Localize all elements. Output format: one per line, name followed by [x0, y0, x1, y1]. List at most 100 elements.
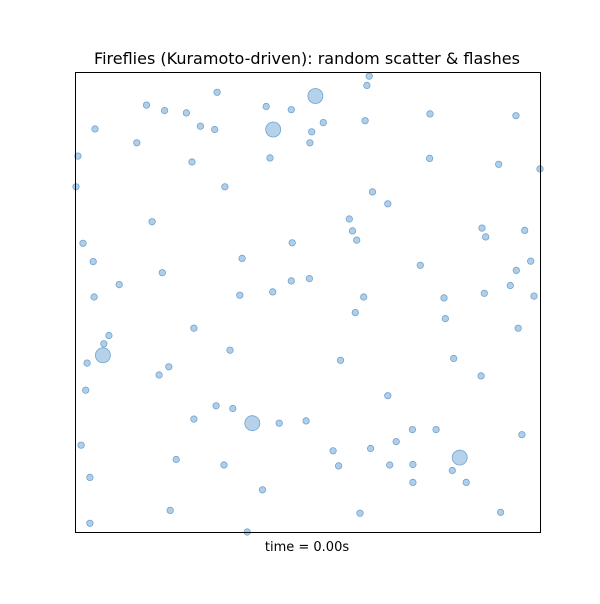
firefly-point: [258, 486, 267, 494]
firefly-point: [211, 125, 219, 134]
firefly-point: [432, 425, 440, 434]
firefly-point: [496, 508, 505, 516]
firefly-point: [161, 107, 169, 115]
firefly-point: [213, 88, 221, 96]
firefly-point: [288, 239, 296, 247]
firefly-point: [133, 139, 141, 147]
firefly-flash-point: [451, 449, 468, 466]
firefly-point: [426, 110, 434, 118]
firefly-point: [166, 506, 174, 514]
firefly-flash-point: [265, 121, 282, 138]
chart-title: Fireflies (Kuramoto-driven): random scat…: [94, 49, 520, 68]
firefly-point: [386, 461, 394, 469]
firefly-point: [450, 354, 458, 363]
firefly-point: [266, 154, 274, 162]
firefly-point: [221, 183, 229, 191]
firefly-point: [306, 139, 314, 147]
firefly-flash-point: [95, 347, 111, 364]
firefly-point: [506, 281, 514, 290]
firefly-point: [82, 386, 90, 394]
firefly-point: [155, 371, 163, 379]
firefly-point: [105, 331, 113, 340]
firefly-point: [188, 158, 196, 166]
firefly-point: [482, 233, 490, 241]
firefly-point: [527, 257, 535, 265]
firefly-point: [409, 478, 417, 486]
firefly-point: [83, 359, 91, 367]
x-axis-label: time = 0.00s: [265, 540, 349, 555]
firefly-point: [158, 269, 166, 277]
firefly-flash-point: [244, 415, 261, 432]
firefly-point: [226, 346, 234, 354]
firefly-point: [115, 280, 123, 289]
firefly-flash-point: [307, 88, 324, 104]
firefly-point: [363, 81, 371, 90]
firefly-point: [287, 106, 295, 114]
firefly-point: [142, 101, 151, 109]
firefly-point: [348, 227, 357, 235]
firefly-point: [302, 417, 310, 425]
firefly-point: [353, 236, 361, 244]
firefly-point: [91, 125, 99, 133]
firefly-point: [269, 288, 277, 296]
firefly-point: [441, 314, 449, 323]
firefly-point: [182, 109, 190, 117]
firefly-point: [521, 226, 529, 234]
firefly-point: [440, 294, 448, 302]
firefly-point: [308, 128, 316, 136]
firefly-point: [190, 415, 198, 423]
firefly-point: [148, 218, 156, 226]
firefly-point: [86, 519, 94, 527]
firefly-point: [530, 292, 538, 300]
firefly-point: [351, 308, 359, 317]
firefly-point: [408, 425, 416, 434]
firefly-point: [77, 441, 85, 449]
firefly-point: [196, 122, 204, 130]
firefly-point: [229, 404, 237, 413]
firefly-point: [319, 119, 327, 127]
firefly-point: [238, 254, 246, 262]
firefly-point: [262, 102, 270, 111]
firefly-point: [392, 437, 400, 446]
firefly-point: [220, 461, 228, 469]
firefly-point: [361, 117, 369, 125]
firefly-point: [356, 509, 364, 517]
firefly-point: [86, 473, 94, 481]
firefly-point: [514, 324, 522, 332]
firefly-point: [478, 224, 486, 232]
firefly-point: [329, 447, 337, 455]
firefly-point: [416, 261, 424, 269]
firefly-point: [495, 160, 503, 168]
firefly-point: [365, 72, 373, 80]
firefly-point: [480, 289, 488, 297]
firefly-point: [345, 215, 353, 223]
firefly-point: [334, 462, 343, 470]
firefly-point: [462, 478, 470, 486]
firefly-point: [384, 200, 392, 208]
firefly-point: [448, 466, 456, 475]
points-layer: [72, 72, 544, 536]
plot-frame: [75, 72, 541, 533]
firefly-point: [190, 324, 198, 332]
firefly-point: [79, 239, 87, 247]
firefly-point: [368, 188, 377, 196]
firefly-point: [360, 293, 368, 301]
firefly-point: [425, 154, 434, 162]
firefly-point: [305, 274, 313, 283]
firefly-point: [165, 363, 173, 371]
firefly-point: [236, 291, 244, 299]
firefly-point: [100, 340, 108, 348]
firefly-point: [477, 372, 485, 380]
firefly-point: [74, 152, 82, 160]
firefly-point: [287, 277, 295, 285]
firefly-point: [89, 257, 97, 266]
firefly-point: [409, 460, 417, 469]
firefly-point: [384, 392, 392, 400]
firefly-point: [90, 293, 98, 301]
firefly-point: [275, 419, 283, 427]
firefly-point: [336, 356, 345, 364]
firefly-point: [172, 455, 180, 464]
firefly-point: [366, 444, 375, 453]
